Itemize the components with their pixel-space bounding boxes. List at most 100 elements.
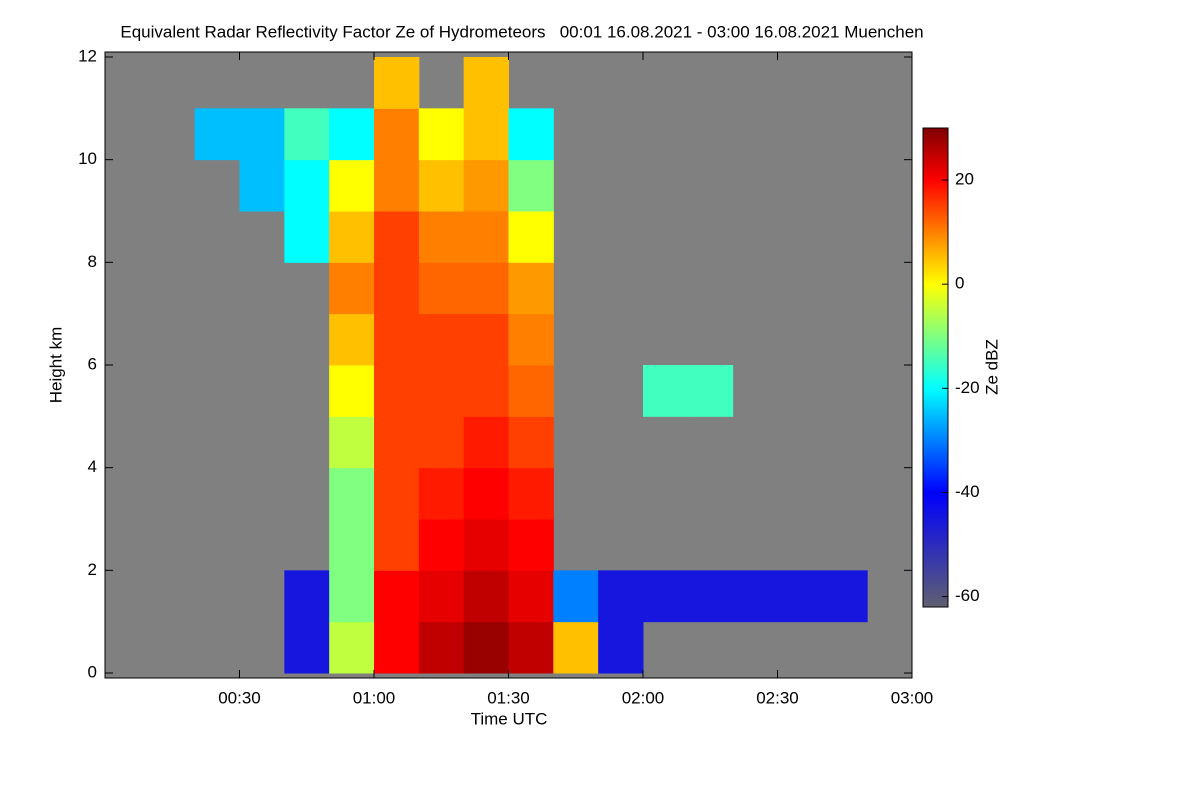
y-tick-label: 2 <box>88 560 97 579</box>
heatmap-cell <box>463 570 509 623</box>
heatmap-cell <box>329 416 375 469</box>
heatmap-cell <box>329 262 375 315</box>
heatmap-cell <box>374 159 420 212</box>
x-axis-label: Time UTC <box>471 709 548 728</box>
heatmap-cell <box>463 416 509 469</box>
heatmap-cell <box>508 313 554 366</box>
heatmap-cell <box>508 262 554 315</box>
heatmap-cell <box>239 108 285 161</box>
heatmap-cell <box>374 416 420 469</box>
heatmap-cell <box>463 313 509 366</box>
heatmap-cell <box>463 57 509 109</box>
heatmap-cell <box>418 467 465 520</box>
heatmap-cell <box>508 108 554 161</box>
heatmap-cell <box>643 365 689 417</box>
heatmap-cell <box>418 262 465 315</box>
heatmap-cell <box>598 621 644 674</box>
y-tick-label: 0 <box>88 662 97 681</box>
heatmap-cell <box>553 570 599 623</box>
heatmap-cell <box>374 313 420 366</box>
heatmap-cell <box>194 108 240 161</box>
chart-title: Equivalent Radar Reflectivity Factor Ze … <box>120 22 923 41</box>
heatmap-cell <box>508 211 554 263</box>
heatmap-cell <box>418 519 465 571</box>
heatmap-cell <box>418 159 465 212</box>
heatmap-cell <box>598 570 644 623</box>
heatmap-cell <box>374 108 420 161</box>
y-tick-label: 12 <box>78 46 97 65</box>
heatmap-cell <box>463 621 509 674</box>
x-tick-label: 00:30 <box>218 688 261 707</box>
heatmap-cell <box>508 159 554 212</box>
heatmap-cell <box>777 570 823 623</box>
heatmap-cell <box>463 108 509 161</box>
heatmap-cell <box>284 211 330 263</box>
heatmap-cell <box>374 211 420 263</box>
y-tick-label: 8 <box>88 252 97 271</box>
heatmap-cell <box>687 570 734 623</box>
heatmap-cell <box>463 365 509 417</box>
heatmap-cell <box>284 621 330 674</box>
heatmap-cell <box>418 570 465 623</box>
x-tick-label: 02:00 <box>622 688 665 707</box>
heatmap-cell <box>687 365 734 417</box>
heatmap-cell <box>374 57 420 109</box>
heatmap-cell <box>374 467 420 520</box>
heatmap-cell <box>284 159 330 212</box>
heatmap-cell <box>508 519 554 571</box>
colorbar-tick-label: 20 <box>955 170 974 189</box>
heatmap-cell <box>329 313 375 366</box>
heatmap-cell <box>374 621 420 674</box>
heatmap-cell <box>418 211 465 263</box>
heatmap-cell <box>329 159 375 212</box>
heatmap-cell <box>329 108 375 161</box>
heatmap-cell <box>463 262 509 315</box>
heatmap-cell <box>418 416 465 469</box>
heatmap-cell <box>508 621 554 674</box>
heatmap-cell <box>418 313 465 366</box>
y-tick-label: 4 <box>88 457 97 476</box>
heatmap-cell <box>508 467 554 520</box>
heatmap-cell <box>329 211 375 263</box>
heatmap-cell <box>329 519 375 571</box>
x-tick-label: 03:00 <box>891 688 934 707</box>
heatmap-cell <box>418 621 465 674</box>
heatmap-cell <box>329 365 375 417</box>
colorbar <box>922 127 949 608</box>
colorbar-tick-label: -60 <box>955 586 980 605</box>
heatmap-cell <box>463 467 509 520</box>
heatmap-cell <box>284 108 330 161</box>
colorbar-tick-label: -20 <box>955 378 980 397</box>
heatmap-cell <box>463 159 509 212</box>
heatmap-cell <box>329 621 375 674</box>
heatmap-cell <box>329 570 375 623</box>
heatmap-cell <box>418 108 465 161</box>
colorbar-label: Ze dBZ <box>982 339 1001 395</box>
heatmap-cell <box>374 519 420 571</box>
x-tick-label: 01:30 <box>487 688 530 707</box>
heatmap-cell <box>463 211 509 263</box>
heatmap-cell <box>553 621 599 674</box>
heatmap-cell <box>374 262 420 315</box>
colorbar-tick-label: -40 <box>955 482 980 501</box>
heatmap-cell <box>508 570 554 623</box>
colorbar-tick-label: 0 <box>955 274 964 293</box>
heatmap-cell <box>463 519 509 571</box>
x-tick-label: 02:30 <box>756 688 799 707</box>
heatmap-cell <box>822 570 868 623</box>
heatmap-cell <box>329 467 375 520</box>
heatmap-cell <box>508 416 554 469</box>
heatmap-cell <box>508 365 554 417</box>
heatmap-cell <box>643 570 689 623</box>
heatmap-cell <box>732 570 778 623</box>
y-axis-label: Height km <box>46 327 65 404</box>
heatmap-cell <box>374 365 420 417</box>
heatmap-cell <box>284 570 330 623</box>
heatmap-cell <box>418 365 465 417</box>
y-tick-label: 6 <box>88 354 97 373</box>
heatmap-cell <box>374 570 420 623</box>
heatmap-cell <box>239 159 285 212</box>
y-tick-label: 10 <box>78 149 97 168</box>
x-tick-label: 01:00 <box>353 688 396 707</box>
